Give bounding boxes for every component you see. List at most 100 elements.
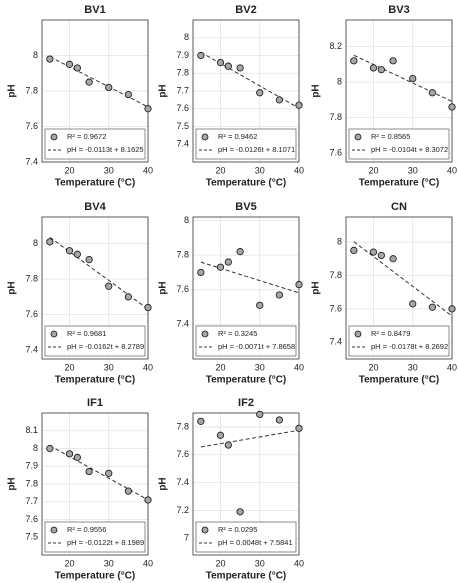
y-tick-label: 8 [337,77,342,87]
fit-line [49,445,149,501]
y-axis-label: pH [158,477,169,490]
x-axis-label: Temperature (°C) [206,571,287,582]
data-point [389,57,397,65]
data-point [216,58,225,67]
y-axis-label: pH [7,477,18,490]
data-point [105,83,113,92]
data-point [236,248,244,256]
data-point [275,96,283,104]
legend-label: R² = 0.0295 [218,525,257,534]
y-tick-label: 7.8 [329,112,342,122]
data-point [369,64,378,72]
y-tick-label: 8 [33,50,38,60]
legend-box [44,128,146,160]
y-tick-label: 7.6 [329,303,342,313]
x-tick-label: 30 [255,362,265,372]
y-tick-label: 7.8 [25,478,38,488]
y-tick-label: 8.1 [25,425,38,435]
data-point [428,89,436,97]
data-point [377,66,385,74]
x-tick-label: 20 [64,362,74,372]
data-point [236,508,244,516]
y-tick-label: 7 [184,533,189,543]
data-point [144,105,152,113]
legend-marker [201,526,209,534]
legend-marker [50,330,58,338]
legend-box [348,128,450,160]
x-tick-label: 30 [104,165,114,175]
data-point [124,90,132,99]
legend-label: R² = 0.9672 [67,132,106,141]
data-point [85,78,93,86]
data-point [295,101,303,109]
data-point [448,305,456,313]
legend-label: R² = 0.9681 [67,329,106,338]
x-axis-label: Temperature (°C) [55,571,136,582]
data-point [377,251,385,260]
data-point [73,250,81,258]
x-tick-label: 40 [294,165,304,175]
y-tick-label: 8.2 [329,41,342,51]
plot-frame [345,216,453,360]
y-tick-label: 7.8 [176,68,189,78]
y-axis-label: pH [158,84,169,97]
y-axis-label: pH [311,84,322,97]
legend-label: R² = 0.9462 [218,132,257,141]
legend-marker [50,526,58,534]
panel-title: BV3 [388,4,409,16]
y-tick-label: 7.8 [176,421,189,431]
fit-line [353,241,453,317]
y-tick-label: 7.4 [176,477,189,487]
y-tick-label: 8 [184,32,189,42]
plot-frame [192,19,300,163]
x-tick-label: 30 [255,558,265,568]
data-point [428,303,436,311]
x-axis-label: Temperature (°C) [55,178,136,189]
data-point [216,431,225,439]
legend-box [195,325,297,357]
data-point [350,246,358,255]
x-tick-label: 20 [215,165,225,175]
y-tick-label: 7.8 [25,274,38,284]
legend-marker [201,133,209,141]
x-axis-label: Temperature (°C) [359,178,440,189]
y-tick-label: 8 [33,443,38,453]
y-tick-label: 7.6 [329,148,342,158]
data-point [85,467,93,476]
data-point [350,57,358,65]
data-point [369,248,378,256]
plot-frame [192,412,300,556]
x-axis-label: Temperature (°C) [206,375,287,386]
y-tick-label: 7.9 [25,461,38,471]
panel-title: IF1 [87,397,103,409]
data-point [46,444,54,453]
y-axis-label: pH [7,84,18,97]
legend-marker [50,133,58,141]
y-tick-label: 7.2 [176,505,189,515]
x-tick-label: 20 [215,362,225,372]
y-tick-label: 7.4 [176,139,189,149]
y-tick-label: 7.6 [25,121,38,131]
data-point [46,55,54,63]
legend-label: R² = 0.3245 [218,329,257,338]
legend-label: pH = 0.0048t + 7.5841 [218,538,293,547]
x-tick-label: 20 [64,165,74,175]
x-tick-label: 30 [255,165,265,175]
legend-label: pH = -0.0113t + 8.1625 [67,145,144,154]
data-point [448,103,456,111]
panel-title: CN [391,201,407,213]
legend-label: pH = -0.0071t + 7.8658 [218,342,295,351]
data-point [105,469,113,477]
data-point [275,416,283,424]
y-tick-label: 7.4 [176,319,189,329]
data-point [65,450,74,458]
legend-label: pH = -0.0104t + 8.3072 [371,145,448,154]
plot-frame [41,412,149,556]
x-tick-label: 40 [294,362,304,372]
legend-marker [354,330,362,338]
data-point [389,255,397,263]
x-tick-label: 20 [368,362,378,372]
data-point [275,291,283,299]
x-tick-label: 20 [368,165,378,175]
y-tick-label: 7.4 [329,337,342,347]
